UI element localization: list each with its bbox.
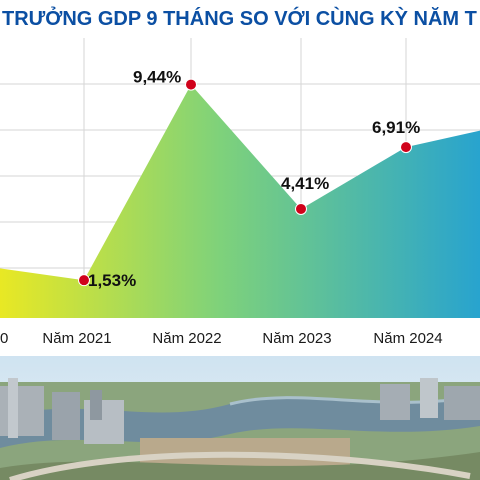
x-tick-label: Năm 2024: [373, 330, 442, 347]
data-points: [78, 78, 412, 287]
x-axis-ticks: 0 Năm 2021 Năm 2022 Năm 2023 Năm 2024: [0, 330, 443, 347]
data-label-2: 9,44%: [133, 68, 181, 87]
x-tick-label: Năm 2023: [262, 330, 331, 347]
data-point-2: [185, 78, 197, 91]
data-point-1: [78, 274, 90, 287]
x-tick-label: 0: [0, 330, 8, 347]
gdp-area-series: [0, 84, 480, 318]
data-area: [0, 84, 480, 318]
data-label-3: 4,41%: [281, 174, 329, 193]
data-label-1: 1,53%: [88, 271, 136, 290]
x-tick-label: Năm 2021: [42, 330, 111, 347]
data-label-4: 6,91%: [372, 118, 420, 137]
x-tick-label: Năm 2022: [152, 330, 221, 347]
gdp-area-chart: 1,53% 9,44% 4,41% 6,91% 0 Năm 2021 Năm 2022 Nă…: [0, 38, 480, 347]
city-skyline-photo: [0, 356, 480, 480]
data-point-4: [400, 141, 412, 154]
chart-title: TRƯỞNG GDP 9 THÁNG SO VỚI CÙNG KỲ NĂM T: [2, 8, 477, 30]
data-point-3: [295, 202, 307, 215]
data-labels: 1,53% 9,44% 4,41% 6,91%: [88, 68, 420, 291]
